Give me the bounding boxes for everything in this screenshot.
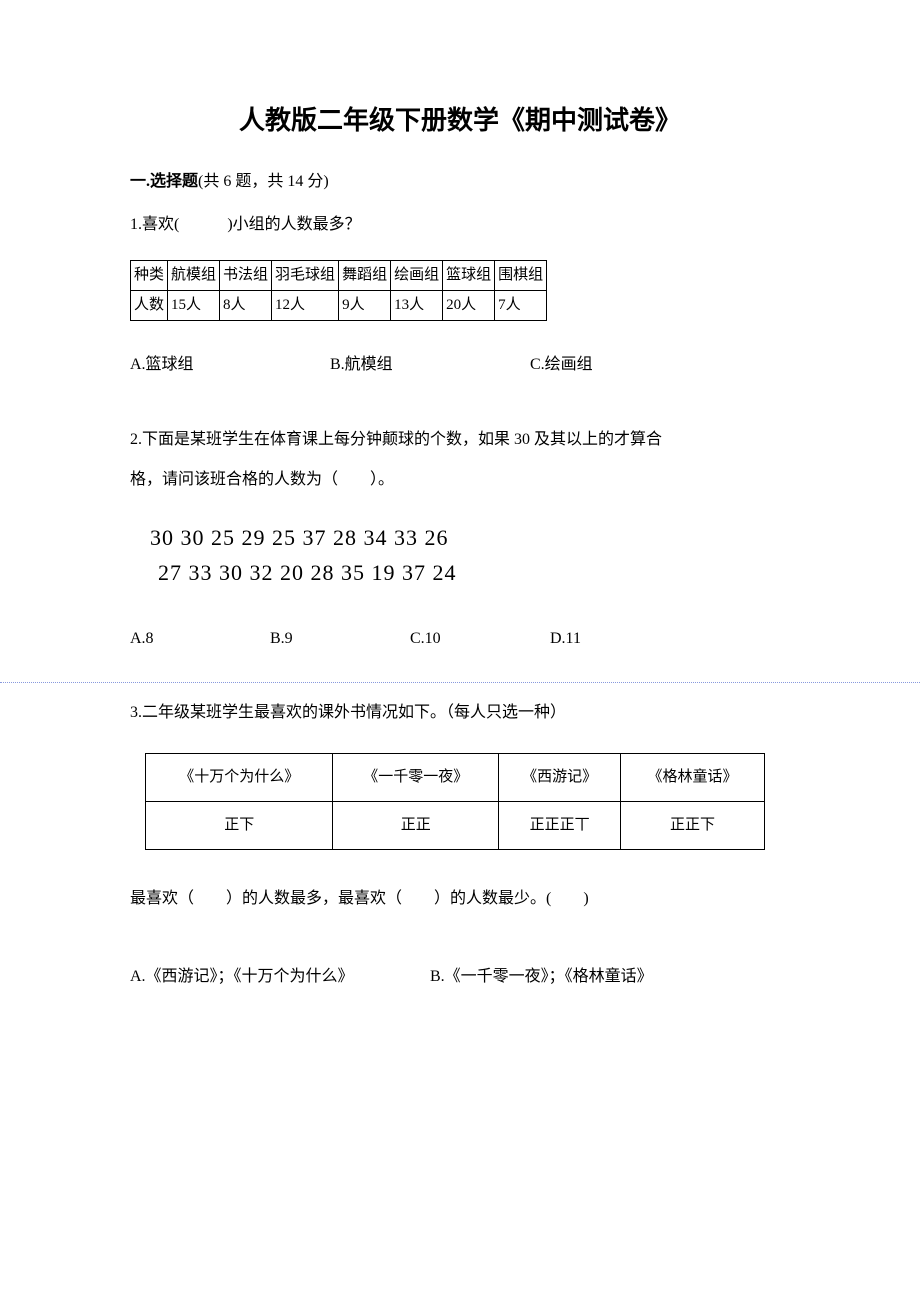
table-row: 《十万个为什么》 《一千零一夜》 《西游记》 《格林童话》: [146, 753, 765, 801]
q1-table: 种类 航模组 书法组 羽毛球组 舞蹈组 绘画组 篮球组 围棋组 人数 15人 8…: [130, 260, 547, 321]
table-cell: 8人: [220, 290, 272, 320]
q2-text: 2.下面是某班学生在体育课上每分钟颠球的个数，如果 30 及其以上的才算合 格，…: [130, 420, 790, 500]
section-1-header: 一.选择题(共 6 题，共 14 分): [130, 167, 790, 191]
q3-text: 3.二年级某班学生最喜欢的课外书情况如下。（每人只选一种）: [130, 699, 790, 728]
table-cell: 羽毛球组: [272, 260, 339, 290]
table-row: 人数 15人 8人 12人 9人 13人 20人 7人: [131, 290, 547, 320]
q2-line2: 格，请问该班合格的人数为（ ）。: [130, 471, 394, 488]
tally-cell: 正正下: [621, 801, 765, 849]
table-cell: 围棋组: [495, 260, 547, 290]
option-a: A.8: [130, 625, 270, 654]
table-cell: 7人: [495, 290, 547, 320]
option-c: C.10: [410, 625, 550, 654]
table-row: 正下 正正 正正正丅 正正下: [146, 801, 765, 849]
option-a: A.《西游记》；《十万个为什么》: [130, 963, 430, 992]
table-cell: 篮球组: [443, 260, 495, 290]
dotted-separator: [0, 682, 920, 683]
q2-numbers: 30 30 25 29 25 37 28 34 33 26 27 33 30 3…: [150, 520, 790, 590]
table-header: 《一千零一夜》: [333, 753, 499, 801]
option-b: B.《一千零一夜》；《格林童话》: [430, 963, 653, 992]
table-cell: 13人: [391, 290, 443, 320]
table-cell: 12人: [272, 290, 339, 320]
table-cell: 种类: [131, 260, 168, 290]
q3-fill: 最喜欢（ ）的人数最多，最喜欢（ ）的人数最少。( ): [130, 885, 790, 914]
option-d: D.11: [550, 625, 690, 654]
question-1: 1.喜欢( )小组的人数最多？ 种类 航模组 书法组 羽毛球组 舞蹈组 绘画组 …: [130, 211, 790, 380]
table-header: 《西游记》: [499, 753, 621, 801]
option-a: A.篮球组: [130, 351, 330, 380]
q2-options: A.8 B.9 C.10 D.11: [130, 625, 790, 654]
option-c: C.绘画组: [530, 351, 730, 380]
table-cell: 15人: [168, 290, 220, 320]
table-cell: 书法组: [220, 260, 272, 290]
section-detail: (共 6 题，共 14 分): [198, 173, 329, 190]
table-row: 种类 航模组 书法组 羽毛球组 舞蹈组 绘画组 篮球组 围棋组: [131, 260, 547, 290]
tally-cell: 正下: [146, 801, 333, 849]
table-cell: 人数: [131, 290, 168, 320]
numbers-row-2: 27 33 30 32 20 28 35 19 37 24: [158, 555, 790, 590]
tally-cell: 正正正丅: [499, 801, 621, 849]
table-cell: 舞蹈组: [339, 260, 391, 290]
option-b: B.航模组: [330, 351, 530, 380]
q3-table: 《十万个为什么》 《一千零一夜》 《西游记》 《格林童话》 正下 正正 正正正丅…: [145, 753, 765, 850]
q1-text: 1.喜欢( )小组的人数最多？: [130, 211, 790, 240]
table-cell: 绘画组: [391, 260, 443, 290]
table-cell: 20人: [443, 290, 495, 320]
q2-line1: 2.下面是某班学生在体育课上每分钟颠球的个数，如果 30 及其以上的才算合: [130, 431, 662, 448]
table-cell: 航模组: [168, 260, 220, 290]
table-header: 《十万个为什么》: [146, 753, 333, 801]
tally-cell: 正正: [333, 801, 499, 849]
question-2: 2.下面是某班学生在体育课上每分钟颠球的个数，如果 30 及其以上的才算合 格，…: [130, 420, 790, 654]
numbers-row-1: 30 30 25 29 25 37 28 34 33 26: [150, 520, 790, 555]
q3-options: A.《西游记》；《十万个为什么》 B.《一千零一夜》；《格林童话》: [130, 963, 790, 992]
question-3: 3.二年级某班学生最喜欢的课外书情况如下。（每人只选一种） 《十万个为什么》 《…: [130, 699, 790, 992]
table-header: 《格林童话》: [621, 753, 765, 801]
table-cell: 9人: [339, 290, 391, 320]
option-b: B.9: [270, 625, 410, 654]
page-title: 人教版二年级下册数学《期中测试卷》: [130, 100, 790, 137]
section-label: 一.选择题: [130, 173, 198, 190]
q1-options: A.篮球组 B.航模组 C.绘画组: [130, 351, 790, 380]
